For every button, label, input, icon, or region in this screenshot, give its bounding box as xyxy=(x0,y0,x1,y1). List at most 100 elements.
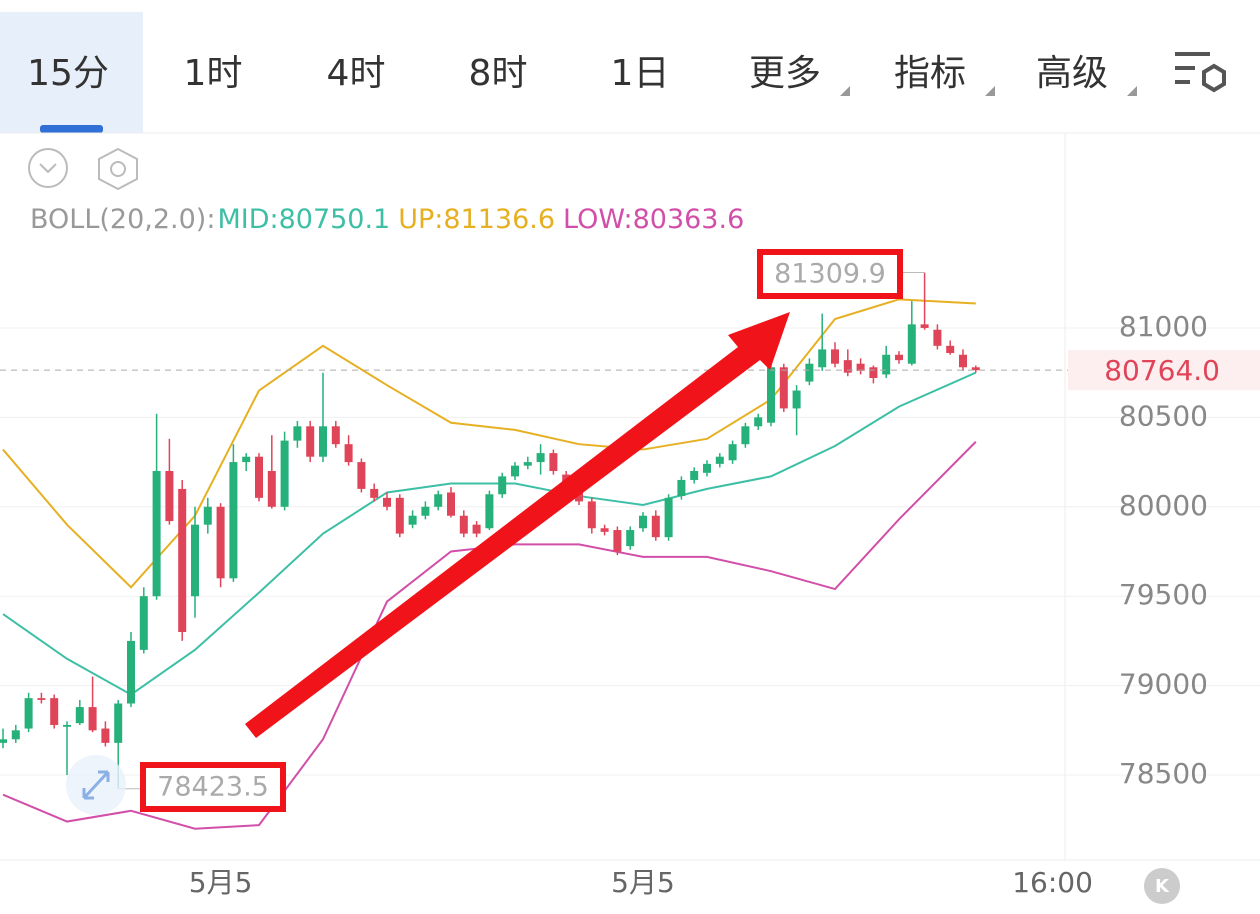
timeframe-tab[interactable]: 高级 xyxy=(1036,53,1108,94)
active-tab-bg xyxy=(0,12,143,133)
candle-body xyxy=(613,530,622,552)
candle-body xyxy=(959,354,967,368)
candle-body xyxy=(895,354,903,361)
candle-body xyxy=(88,707,97,731)
timeframe-tab[interactable]: 1日 xyxy=(611,53,670,94)
timeframe-tab[interactable]: 8时 xyxy=(469,53,528,94)
candle-body xyxy=(383,497,391,507)
candle-body xyxy=(971,367,980,371)
boll-line xyxy=(2,298,976,589)
boll-line xyxy=(2,371,977,696)
candle-body xyxy=(229,462,238,579)
candle-body xyxy=(178,488,187,632)
indicator-legend: BOLL(20,2.0):MID:80750.1 UP:81136.6 LOW:80… xyxy=(30,204,744,235)
candle-body xyxy=(882,354,891,375)
timeframe-tab[interactable]: 4时 xyxy=(327,53,386,94)
candle-body xyxy=(677,479,686,497)
y-tick-label: 81000 xyxy=(1119,310,1208,343)
last-price-bg xyxy=(1068,350,1260,391)
candle-body xyxy=(165,471,174,522)
candle-body xyxy=(831,349,839,364)
candle-body xyxy=(754,417,763,427)
dropdown-caret xyxy=(1127,86,1137,96)
candle-body xyxy=(651,515,660,538)
candle-body xyxy=(242,456,251,463)
candle-body xyxy=(549,453,558,472)
y-tick-label: 80000 xyxy=(1119,489,1208,522)
extreme-label: 81309.9 xyxy=(774,259,886,290)
timeframe-tab[interactable]: 1时 xyxy=(184,53,243,94)
timeframe-tab[interactable]: 15分 xyxy=(27,53,109,94)
candle-body xyxy=(511,465,519,477)
highlight-box xyxy=(140,762,286,812)
last-price-label: 80764.0 xyxy=(1104,354,1220,387)
timeframe-tab[interactable]: 更多 xyxy=(749,53,821,94)
candle-body xyxy=(421,506,430,516)
candle-body xyxy=(907,324,916,364)
candle-body xyxy=(792,390,801,409)
candle-body xyxy=(434,494,443,507)
collapse-button[interactable] xyxy=(28,148,68,188)
candle-body xyxy=(191,524,199,597)
candle-body xyxy=(920,324,929,328)
extreme-label: 78423.5 xyxy=(157,772,269,803)
candle-body xyxy=(267,471,276,507)
candle-body xyxy=(75,707,84,724)
candle-body xyxy=(587,501,596,529)
candle-body xyxy=(203,506,212,525)
y-tick-label: 79500 xyxy=(1119,578,1208,611)
candle-body xyxy=(331,426,340,445)
candle-body xyxy=(946,345,955,353)
candle-body xyxy=(767,367,775,423)
candle-body xyxy=(715,456,724,464)
x-tick-label: 5月5 xyxy=(189,866,253,899)
candle-body xyxy=(37,698,46,700)
candle-body xyxy=(357,462,366,489)
expand-icon xyxy=(82,770,110,800)
active-tab-indicator xyxy=(40,125,103,133)
timeframe-tab[interactable]: 指标 xyxy=(894,53,966,94)
candle-body xyxy=(600,528,609,532)
candle-body xyxy=(11,730,20,740)
candle-body xyxy=(370,488,379,498)
settings-icon[interactable] xyxy=(1175,52,1226,93)
y-tick-label: 79000 xyxy=(1119,668,1208,701)
candle-body xyxy=(818,349,827,368)
x-tick-label: 16:00 xyxy=(1012,866,1093,899)
candle-body xyxy=(843,360,852,373)
chevron-icon xyxy=(39,163,57,174)
candle-body xyxy=(779,367,788,409)
dropdown-caret xyxy=(985,86,995,96)
x-tick-label: 5月5 xyxy=(611,866,675,899)
candle-body xyxy=(459,515,468,534)
candle-body xyxy=(728,444,737,461)
candle-body xyxy=(498,476,507,495)
trend-arrow xyxy=(245,312,790,738)
candle-body xyxy=(408,515,417,525)
candle-body xyxy=(101,728,110,743)
y-tick-label: 80500 xyxy=(1119,399,1208,432)
candle-body xyxy=(690,471,699,480)
legend-entry: UP:81136.6 xyxy=(398,204,555,235)
candle-body xyxy=(447,492,455,516)
candle-body xyxy=(933,329,942,346)
candle-body xyxy=(523,462,532,466)
candle-body xyxy=(703,463,711,473)
candle-body xyxy=(626,530,635,547)
candle-body xyxy=(536,453,545,463)
candle-body xyxy=(280,440,289,507)
legend-entry: LOW:80363.6 xyxy=(563,204,744,235)
candle-body xyxy=(293,426,302,441)
candle-body xyxy=(24,698,33,729)
candle-body xyxy=(395,497,404,534)
indicator-settings[interactable] xyxy=(98,147,138,191)
candle-body xyxy=(485,494,494,529)
candle-body xyxy=(139,596,148,650)
indicator-name: BOLL(20,2.0): xyxy=(30,204,215,235)
k-button[interactable] xyxy=(1144,868,1180,904)
candle-body xyxy=(344,444,353,463)
candle-body xyxy=(856,363,865,371)
candle-body xyxy=(319,426,327,457)
candle-body xyxy=(472,524,481,534)
